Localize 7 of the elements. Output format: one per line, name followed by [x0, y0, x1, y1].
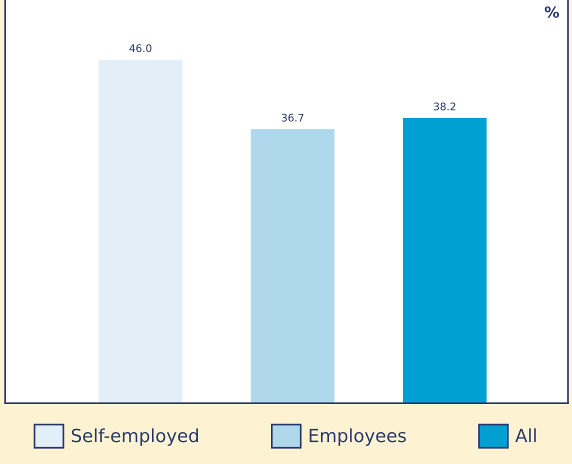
- data-label: 46.0: [129, 44, 152, 52]
- data-label: 38.2: [434, 102, 456, 110]
- y-axis-title: %: [544, 6, 560, 18]
- legend-label: Self-employed: [72, 428, 198, 446]
- legend-label: All: [515, 428, 536, 442]
- legend-label: Employees: [310, 428, 406, 446]
- data-label: 36.7: [282, 114, 304, 122]
